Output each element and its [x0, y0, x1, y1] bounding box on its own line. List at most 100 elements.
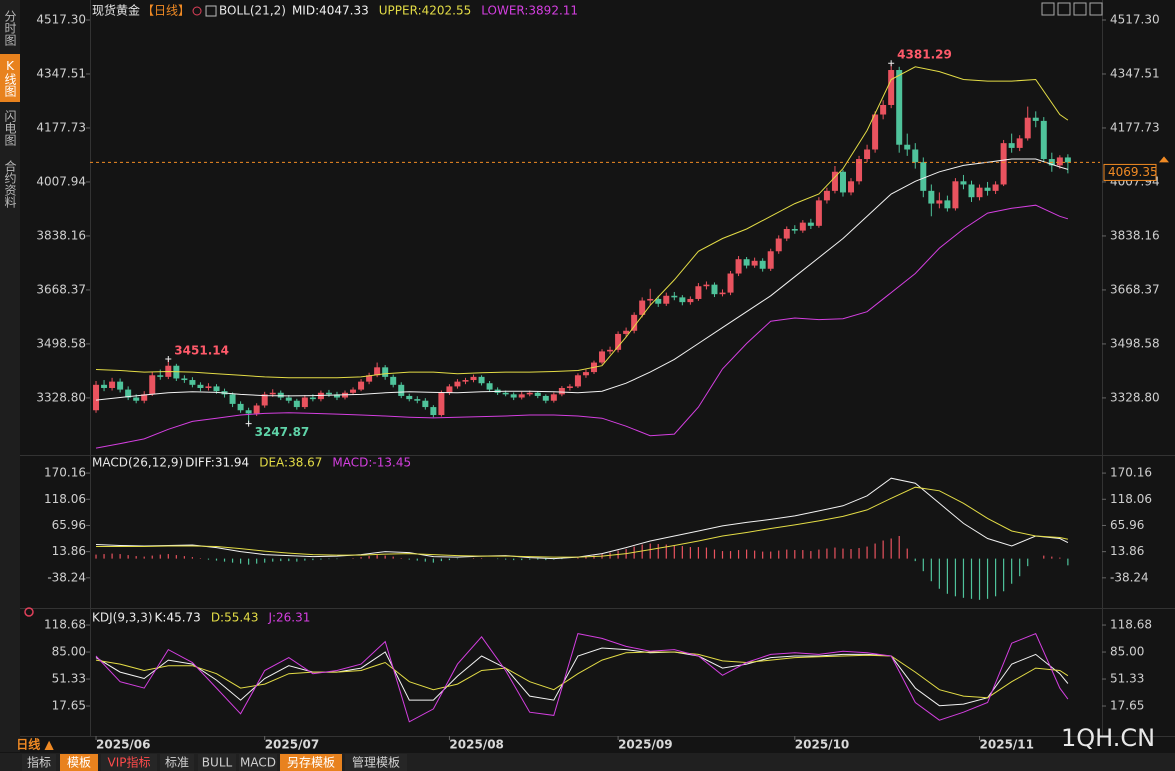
sidebar-tab[interactable]: 分时图 — [3, 10, 17, 46]
icon[interactable] — [1057, 2, 1071, 16]
sidebar-tab[interactable]: K线图 — [0, 54, 20, 102]
candle-body — [470, 376, 477, 381]
candle-body — [848, 181, 855, 193]
sidebar-tab[interactable]: 合约资料 — [3, 160, 17, 208]
candle-body — [607, 349, 614, 352]
candle-body — [478, 376, 485, 384]
y-tick-label: 3328.80 — [36, 390, 86, 404]
candle-body — [679, 297, 686, 303]
candle-body — [663, 295, 670, 304]
candle-body — [743, 259, 750, 266]
indicator-line — [95, 632, 1069, 723]
y-tick-label: 85.00 — [52, 645, 86, 659]
tab[interactable]: 模板 — [67, 756, 91, 770]
period-selector[interactable]: 日线 ▲ — [16, 737, 54, 752]
candle-body — [671, 295, 678, 298]
candle-body — [502, 392, 509, 395]
tab[interactable]: MACD — [240, 756, 276, 770]
candle-body — [831, 171, 838, 191]
y-tick-label: 3498.58 — [36, 336, 86, 350]
y-tick-label: 3498.58 — [1110, 336, 1160, 350]
candle-body — [727, 273, 734, 293]
annotation: 3451.14 — [174, 344, 229, 358]
y-tick-label: 13.86 — [52, 544, 86, 558]
icon[interactable] — [1041, 2, 1055, 16]
y-tick-label: 51.33 — [1110, 672, 1144, 686]
candle-body — [647, 298, 654, 301]
panel: 170.16 170.16 118.06 118.06 65.96 65.96 13.86 1… — [44, 456, 1152, 600]
candle-body — [181, 378, 188, 381]
panel-title: 现货黄金 — [92, 3, 140, 18]
annotation: 4381.29 — [897, 48, 952, 62]
candle-body — [856, 159, 863, 182]
candle-body — [615, 333, 622, 350]
legend-entry: K:45.73 — [155, 611, 201, 625]
tab[interactable]: VIP指标 — [108, 755, 151, 770]
tab[interactable]: 标准 — [165, 756, 189, 770]
candle-body — [815, 200, 822, 226]
tab-bg[interactable] — [280, 754, 342, 771]
candle-body — [623, 330, 630, 334]
candle-body — [582, 372, 589, 376]
tab-bg[interactable] — [101, 754, 157, 771]
tab[interactable]: BULL — [202, 756, 233, 770]
kdj-settings-icon[interactable] — [24, 607, 34, 617]
icon — [205, 5, 217, 17]
candle-body — [205, 386, 212, 388]
y-tick-label: 65.96 — [1110, 518, 1144, 532]
indicator-line — [95, 204, 1069, 449]
tab-bg[interactable] — [198, 754, 236, 771]
tab[interactable]: 另存模板 — [287, 756, 335, 770]
candle-body — [382, 367, 389, 377]
indicator-line — [95, 651, 1069, 699]
candle-body — [101, 384, 108, 388]
tab-bg[interactable] — [22, 754, 56, 771]
candle-body — [534, 392, 541, 396]
y-tick-label: 85.00 — [1110, 645, 1144, 659]
candle-body — [976, 187, 983, 198]
candle-body — [1024, 117, 1031, 139]
tab-bg[interactable] — [345, 754, 407, 771]
candle-body — [599, 351, 606, 363]
icon[interactable] — [1089, 2, 1103, 16]
y-tick-label: 4177.73 — [1110, 120, 1160, 134]
annotation-marker — [888, 60, 895, 67]
tab[interactable]: 指标 — [27, 755, 51, 770]
candle-body — [269, 392, 276, 395]
candle-body — [398, 384, 405, 396]
candle-body — [767, 251, 774, 269]
tab[interactable]: 管理模板 — [352, 755, 400, 770]
panel-title: KDJ(9,3,3) — [92, 611, 153, 625]
panel-title: MACD(26,12,9) — [92, 456, 183, 470]
icon[interactable] — [1073, 2, 1087, 16]
candle-body — [655, 298, 662, 304]
candle-body — [1008, 143, 1015, 148]
y-tick-label: 3668.37 — [1110, 282, 1160, 296]
last-price-box — [1103, 163, 1157, 181]
y-tick-label: -38.24 — [47, 570, 86, 584]
candle-body — [960, 181, 967, 185]
sidebar-tab[interactable]: 闪电图 — [3, 110, 17, 146]
tab-bg[interactable] — [239, 754, 277, 771]
toolbar-icons[interactable] — [1041, 2, 1103, 16]
candle-body — [1056, 157, 1063, 166]
legend-entry: DIFF:31.94 — [185, 456, 249, 470]
candle-body — [414, 399, 421, 401]
candle-body — [125, 389, 132, 398]
x-tick-label: 2025/08 — [449, 738, 503, 752]
y-tick-label: 13.86 — [1110, 544, 1144, 558]
candle-body — [711, 284, 718, 295]
candle-body — [438, 392, 445, 416]
y-tick-label: 51.33 — [52, 672, 86, 686]
annotation-marker — [165, 356, 172, 363]
tab-bg[interactable] — [160, 754, 194, 771]
x-tick-label: 2025/10 — [795, 738, 849, 752]
candle-body — [245, 410, 252, 414]
candle-body — [325, 392, 332, 395]
y-tick-label: 65.96 — [52, 518, 86, 532]
tab-bg[interactable] — [60, 754, 98, 771]
candle-body — [406, 395, 413, 400]
y-tick-label: 4347.51 — [1110, 66, 1160, 80]
indicator-line — [95, 66, 1069, 379]
